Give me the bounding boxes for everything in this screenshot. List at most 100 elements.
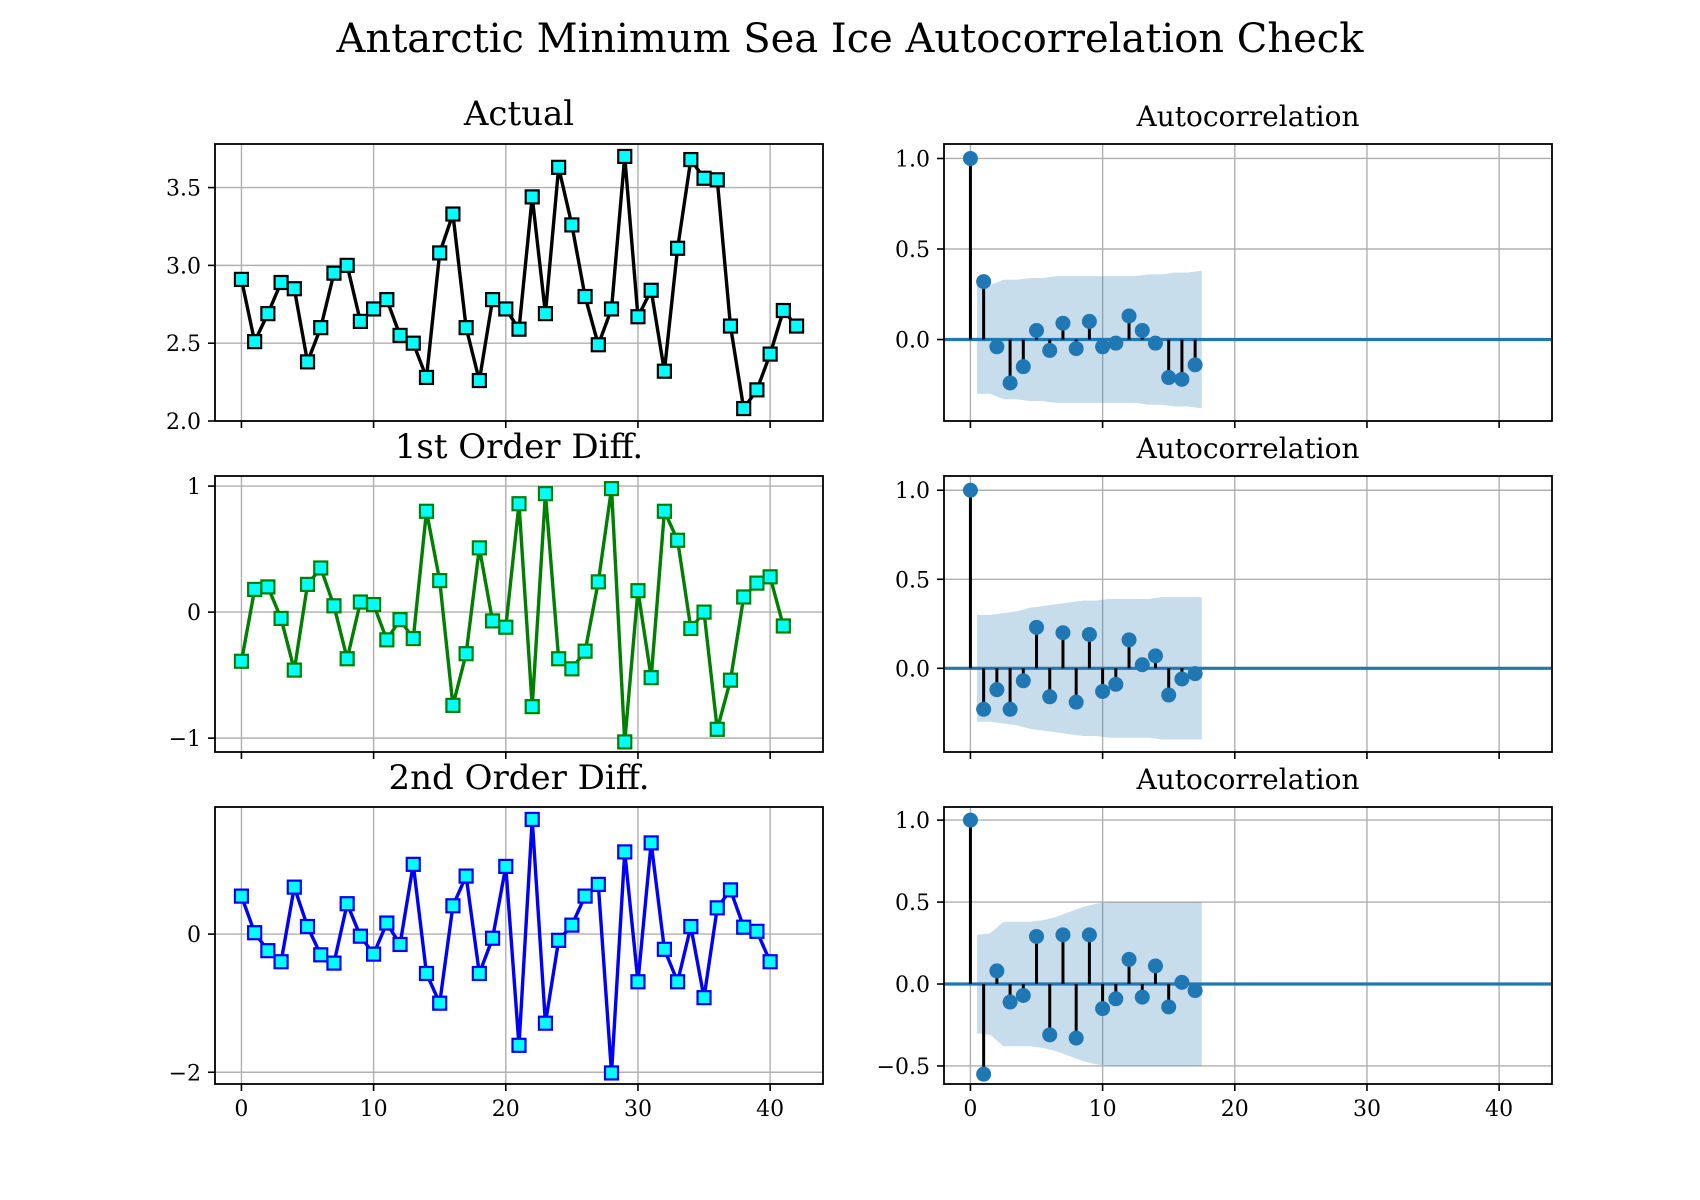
acf-point [1081, 313, 1097, 329]
data-point [326, 265, 342, 281]
plot-area [233, 481, 791, 750]
data-point [498, 619, 514, 635]
y-tick-label: 1.0 [895, 147, 930, 172]
acf-point [1029, 928, 1045, 944]
acf-point [1121, 308, 1137, 324]
data-point [617, 844, 633, 860]
data-point [775, 302, 791, 319]
acf-point [1029, 322, 1045, 338]
data-point [233, 653, 250, 669]
data-point [788, 318, 805, 334]
y-tick-label: 1.0 [895, 479, 930, 504]
data-point [670, 974, 686, 990]
data-point [696, 604, 712, 620]
data-point [260, 579, 276, 595]
acf-point [1134, 989, 1150, 1005]
acf-point [1147, 958, 1163, 974]
data-point [590, 574, 606, 590]
data-point [577, 888, 593, 904]
data-point [313, 320, 329, 336]
y-tick-label: 2.0 [166, 410, 201, 435]
acf-point [1147, 335, 1163, 351]
data-point [432, 245, 448, 261]
data-point [339, 651, 355, 667]
y-tick-label: 0.5 [895, 238, 930, 263]
subplot-6: Autocorrelation 0 10 20 30 40 −0.5 0.0 0.5 1.0 [877, 763, 1553, 1122]
y-tick-label: 3.5 [166, 177, 201, 202]
data-point [484, 930, 501, 946]
data-point [484, 613, 501, 629]
data-point [551, 651, 567, 667]
data-point [603, 481, 620, 497]
acf-point [1002, 701, 1018, 717]
data-point [379, 632, 395, 648]
data-point [233, 888, 250, 904]
data-point [762, 346, 778, 362]
plot-area [944, 150, 1552, 409]
acf-point [1174, 371, 1190, 387]
data-point [392, 612, 408, 628]
acf-point [1029, 619, 1045, 635]
acf-point [1187, 357, 1203, 373]
acf-point [1108, 991, 1124, 1007]
data-point [286, 879, 302, 895]
subplot-title: 2nd Order Diff. [388, 758, 649, 798]
data-point [670, 532, 686, 548]
data-point [511, 1037, 527, 1053]
axes-frame [214, 475, 824, 753]
plot-area [233, 148, 805, 417]
acf-point [1055, 625, 1071, 641]
data-point [286, 662, 302, 678]
data-point [458, 320, 474, 336]
y-tick-label: 3.0 [166, 254, 201, 279]
y-tick-label: −2 [169, 1061, 201, 1086]
acf-point [1161, 687, 1177, 703]
data-point [326, 598, 342, 614]
acf-point [1108, 676, 1124, 692]
y-tick-label: 0.5 [895, 568, 930, 593]
acf-point [976, 701, 992, 717]
acf-point [989, 963, 1005, 979]
data-point [564, 917, 580, 933]
acf-point [962, 150, 978, 166]
x-tick-label: 30 [624, 1097, 652, 1122]
grid [215, 476, 823, 752]
data-point [366, 596, 382, 613]
data-point [273, 610, 289, 627]
acf-point [1002, 375, 1018, 391]
acf-point [1002, 994, 1018, 1010]
subplot-2: 1st Order Diff. −1 0 1 [169, 427, 824, 759]
data-point [656, 363, 672, 379]
data-point [418, 965, 435, 982]
acf-point [1121, 951, 1137, 967]
x-tick-label: 20 [1221, 1097, 1249, 1122]
data-point [498, 301, 514, 317]
data-point [709, 172, 725, 188]
data-point [736, 400, 752, 417]
acf-point [962, 482, 978, 498]
x-tick-label: 20 [492, 1097, 520, 1122]
data-point [643, 835, 659, 851]
data-point [273, 954, 289, 970]
data-point [670, 240, 686, 256]
acf-point [1147, 648, 1163, 664]
acf-point [1174, 974, 1190, 990]
subplot-title: 1st Order Diff. [395, 427, 644, 467]
data-point [484, 292, 501, 308]
data-point [603, 1065, 620, 1081]
acf-point [1055, 927, 1071, 943]
plot-area [233, 811, 778, 1081]
x-tick-label: 40 [1485, 1097, 1513, 1122]
acf-point [1015, 359, 1031, 375]
data-point [511, 496, 527, 512]
data-point [590, 337, 606, 353]
subplot-title: Autocorrelation [1136, 432, 1360, 465]
acf-point [1081, 626, 1097, 642]
subplot-5: Autocorrelation 0.0 0.5 1.0 [895, 432, 1553, 759]
data-point [247, 334, 263, 350]
acf-point [1161, 370, 1177, 386]
acf-point [1015, 673, 1031, 689]
grid [215, 144, 823, 422]
data-point [418, 503, 435, 519]
